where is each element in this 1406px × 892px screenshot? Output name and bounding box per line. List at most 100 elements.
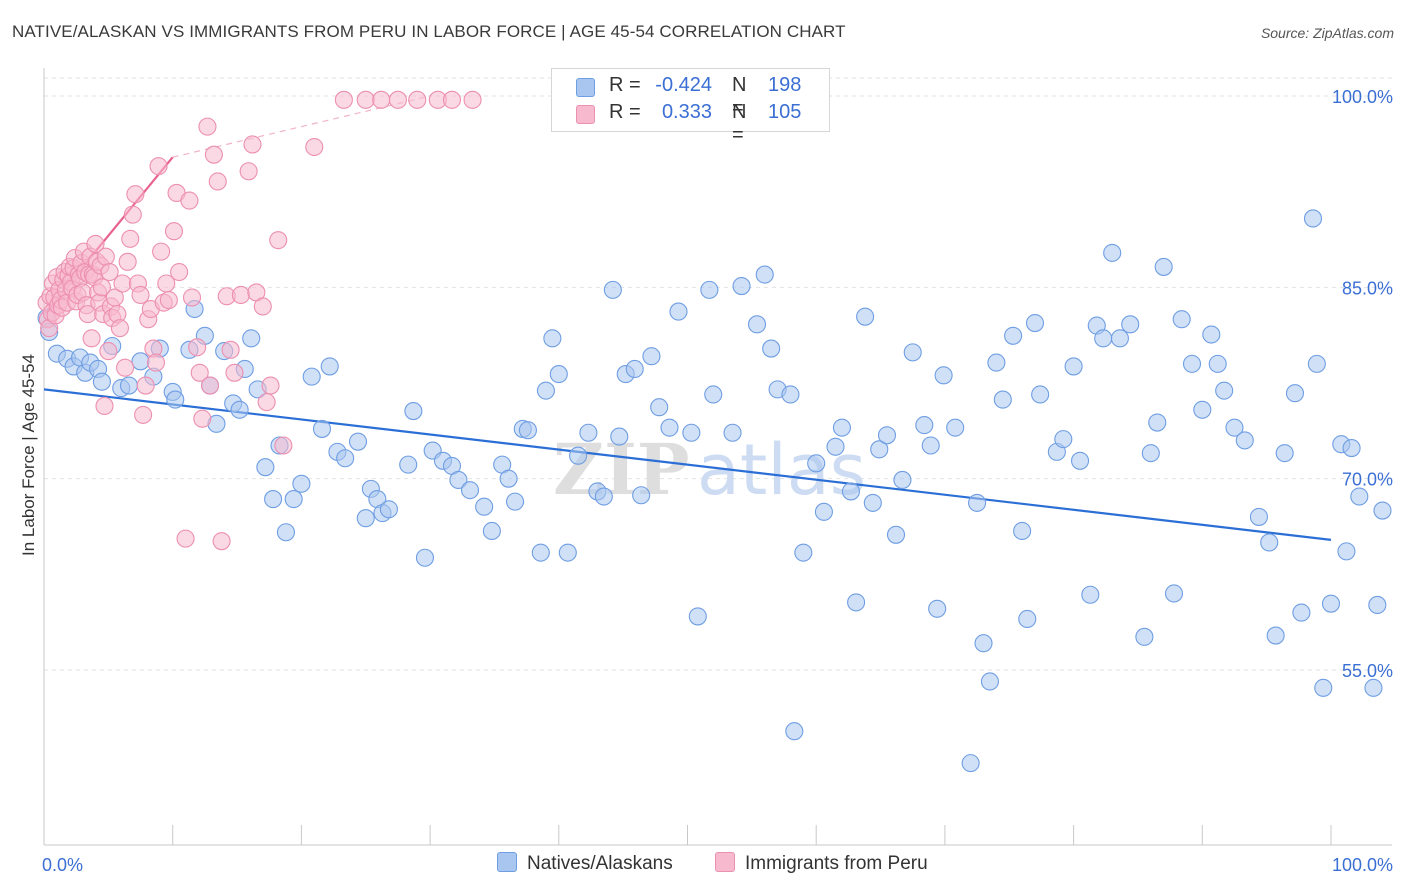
native-point: [1103, 243, 1122, 262]
native-point: [579, 423, 598, 442]
peru-point: [118, 252, 137, 271]
native-point: [841, 482, 860, 501]
native-point: [1070, 451, 1090, 470]
native-point: [302, 367, 321, 386]
peru-point: [182, 288, 202, 307]
axes: [43, 68, 1392, 846]
peru-point: [257, 393, 276, 412]
native-point: [379, 500, 398, 519]
native-point: [594, 487, 613, 506]
peru-point: [239, 162, 258, 181]
native-point: [1275, 444, 1294, 463]
native-point: [256, 458, 275, 477]
native-point: [794, 543, 813, 562]
native-point: [1182, 354, 1202, 373]
native-point: [1121, 315, 1140, 334]
native-point: [1342, 439, 1361, 458]
peru-point: [261, 376, 280, 395]
peru-point: [82, 329, 101, 348]
native-point: [610, 427, 629, 446]
legend-r-value: -0.424: [655, 74, 712, 96]
native-point: [242, 329, 261, 348]
peru-point: [188, 338, 207, 357]
native-point: [1013, 521, 1032, 541]
native-point: [449, 470, 468, 489]
native-point: [1154, 257, 1173, 276]
native-point: [785, 722, 804, 741]
native-point: [814, 502, 833, 521]
peru-point: [231, 285, 250, 305]
native-point: [1364, 678, 1383, 697]
native-point: [934, 366, 953, 385]
native-point: [1235, 431, 1254, 450]
native-point: [460, 481, 480, 500]
y-tick-label: 85.0%: [1342, 278, 1393, 298]
legend-swatch-natives: [576, 78, 595, 97]
native-point: [642, 347, 661, 366]
native-point: [1004, 326, 1023, 345]
peru-point: [274, 436, 293, 455]
native-point: [660, 418, 679, 437]
native-point: [603, 280, 622, 299]
native-point: [987, 353, 1006, 372]
peru-point: [136, 376, 155, 395]
native-point: [482, 521, 501, 541]
peru-point: [269, 231, 288, 250]
legend-item-natives[interactable]: Natives/Alaskans: [497, 852, 673, 876]
source-credit: Source: ZipAtlas.com: [1260, 25, 1394, 41]
peru-point: [190, 363, 209, 382]
peru-point: [96, 247, 115, 266]
peru-point: [253, 297, 272, 316]
native-point: [1208, 354, 1227, 373]
native-point: [980, 672, 999, 691]
peru-point: [121, 229, 140, 248]
native-point: [1314, 678, 1333, 697]
native-point: [404, 402, 423, 421]
native-point: [961, 754, 980, 773]
native-point: [356, 509, 375, 528]
native-point: [870, 440, 889, 459]
native-point: [1225, 418, 1244, 437]
native-point: [1373, 501, 1392, 520]
legend-n-label: N =: [732, 101, 747, 146]
native-point: [558, 543, 577, 562]
y-tick-label: 100.0%: [1332, 87, 1393, 107]
native-point: [1292, 603, 1311, 622]
data-points: [37, 90, 1392, 773]
native-point: [505, 492, 525, 511]
peru-point: [463, 90, 482, 109]
native-point: [1249, 507, 1268, 526]
native-point: [1307, 354, 1326, 373]
native-point: [531, 543, 550, 562]
native-point: [1266, 626, 1285, 645]
correlation-legend: R = -0.424 N = 198 R = 0.333 N = 105: [551, 68, 830, 146]
native-point: [543, 329, 562, 348]
series-legend: Natives/Alaskans Immigrants from Peru: [0, 852, 1406, 878]
chart-title: NATIVE/ALASKAN VS IMMIGRANTS FROM PERU I…: [12, 22, 846, 41]
native-point: [292, 474, 311, 493]
native-point: [569, 446, 588, 465]
native-point: [863, 493, 882, 512]
native-point: [1172, 310, 1191, 329]
peru-point: [305, 137, 324, 157]
native-point: [974, 634, 993, 653]
peru-point: [86, 234, 105, 254]
native-point: [415, 548, 435, 567]
peru-point: [221, 340, 240, 359]
y-axis-label: In Labor Force | Age 45-54: [19, 354, 38, 556]
native-point: [704, 385, 723, 404]
native-point: [284, 490, 303, 509]
native-point: [625, 359, 644, 379]
peru-point: [123, 205, 142, 224]
native-point: [700, 280, 719, 299]
native-point: [518, 421, 537, 440]
legend-item-peru[interactable]: Immigrants from Peru: [715, 852, 928, 876]
native-point: [755, 265, 774, 284]
native-point: [1031, 385, 1050, 404]
peru-point: [408, 90, 427, 109]
peru-point: [152, 242, 171, 261]
native-point: [1148, 413, 1167, 432]
native-point: [1135, 627, 1154, 646]
peru-point: [95, 396, 114, 416]
legend-n-label: N =: [732, 74, 747, 119]
